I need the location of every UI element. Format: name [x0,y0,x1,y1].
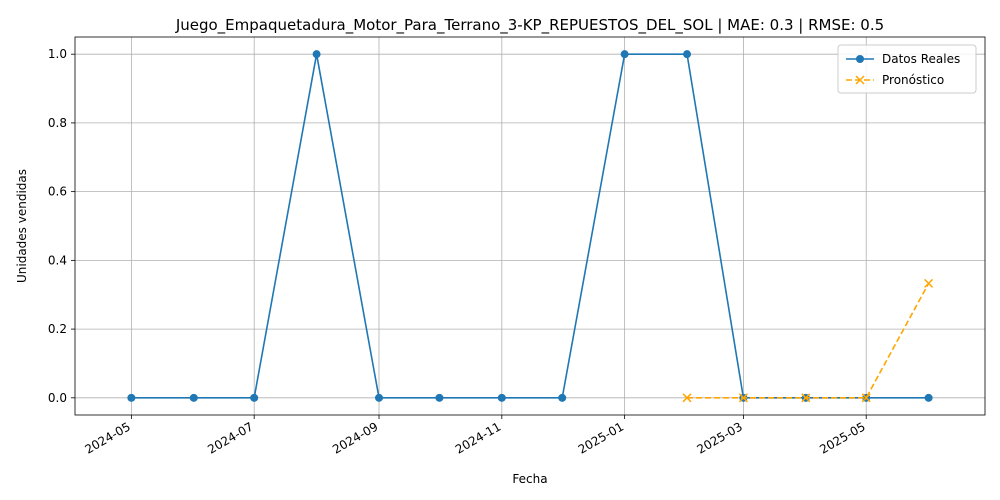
data-point [682,393,692,403]
x-tick-label: 2024-07 [205,419,255,456]
data-point [861,393,871,403]
y-tick-label: 0.4 [48,253,67,267]
legend-box [837,44,977,94]
x-tick-label: 2024-11 [453,419,503,456]
legend: Datos Reales Pronóstico [837,44,977,94]
series-layer [127,50,934,403]
y-tick-label: 0.6 [48,185,67,199]
x-tick-label: 2024-09 [330,419,380,456]
data-point [127,393,136,402]
data-point [312,50,321,59]
x-axis-label: Fecha [512,472,547,486]
data-point [924,278,934,288]
data-point [497,393,506,402]
x-tick-label: 2024-05 [82,419,132,456]
series-line [687,283,930,399]
y-tick-label: 0.8 [48,116,67,130]
data-point [435,393,444,402]
data-point [801,393,811,403]
legend-label: Pronóstico [882,73,944,87]
data-point [738,393,748,403]
y-tick-label: 1.0 [48,47,67,61]
y-axis-label: Unidades vendidas [15,169,29,283]
data-point [558,393,567,402]
data-point [375,393,384,402]
legend-marker [855,75,865,85]
axes: 0.0 0.2 0.4 0.6 0.8 1.0 2024-05 2024-07 2024-09 2… [48,36,986,457]
x-tick-label: 2025-05 [817,419,867,456]
data-point [189,393,198,402]
data-point [683,50,692,59]
data-point [620,50,629,59]
chart-title: Juego_Empaquetadura_Motor_Para_Terrano_3… [175,16,884,35]
x-tick-label: 2025-03 [694,419,744,456]
series-0 [127,50,933,402]
x-tick-label: 2025-01 [576,419,626,456]
y-tick-label: 0.0 [48,391,67,405]
data-point [924,393,933,402]
data-point [250,393,259,402]
legend-label: Datos Reales [882,52,960,66]
plot-frame [74,36,986,416]
grid [75,37,985,415]
legend-marker [856,55,864,63]
series-1 [682,278,934,403]
y-tick-label: 0.2 [48,322,67,336]
series-line [131,53,929,399]
